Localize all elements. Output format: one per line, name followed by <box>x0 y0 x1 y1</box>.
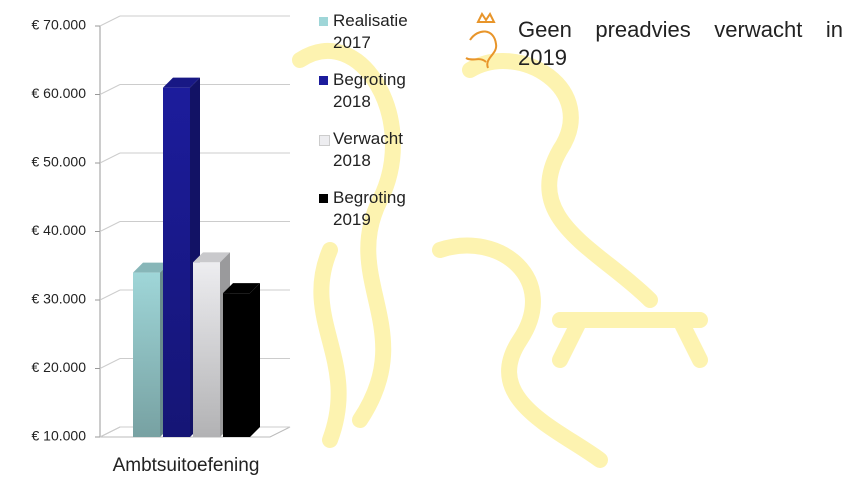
bar-top <box>223 283 260 294</box>
grid-line <box>99 358 121 369</box>
grid-line <box>99 426 121 438</box>
grid-line <box>99 84 121 95</box>
legend-entry: Begroting 2019 <box>319 187 433 231</box>
bar-top <box>133 262 170 273</box>
x-tick-label: Ambtsuitoefening <box>113 455 260 476</box>
annotation: Geen preadvies verwacht in 2019 <box>518 17 843 70</box>
bar-top <box>193 252 230 263</box>
bar <box>193 262 220 437</box>
grid-line <box>99 152 121 164</box>
bar-top <box>163 77 200 88</box>
legend-label: Realisatie 2017 <box>333 11 408 52</box>
legend-entry: Realisatie 2017 <box>319 10 433 54</box>
watermark <box>292 43 708 468</box>
legend-swatch <box>319 76 328 85</box>
bar-side <box>250 283 260 437</box>
y-tick-label: € 50.000 <box>32 154 87 170</box>
legend-label: Begroting 2019 <box>333 188 406 229</box>
legend-label: Verwacht 2018 <box>333 129 403 170</box>
y-tick-label: € 30.000 <box>32 291 87 307</box>
lion-icon <box>465 12 498 69</box>
grid-line <box>99 221 121 232</box>
bar <box>223 293 250 437</box>
grid-line <box>99 15 121 27</box>
y-tick-label: € 10.000 <box>32 428 87 444</box>
y-tick-label: € 70.000 <box>32 17 87 33</box>
grid-line <box>99 289 121 301</box>
y-tick-label: € 60.000 <box>32 85 87 101</box>
legend-swatch <box>319 194 328 203</box>
y-tick-label: € 20.000 <box>32 359 87 375</box>
legend-entry: Verwacht 2018 <box>319 128 433 172</box>
legend-entry: Begroting 2018 <box>319 69 433 113</box>
y-tick-label: € 40.000 <box>32 222 87 238</box>
legend-swatch <box>319 135 330 146</box>
legend-label: Begroting 2018 <box>333 70 406 111</box>
legend-swatch <box>319 17 328 26</box>
bar <box>163 87 190 438</box>
bar <box>133 272 160 437</box>
